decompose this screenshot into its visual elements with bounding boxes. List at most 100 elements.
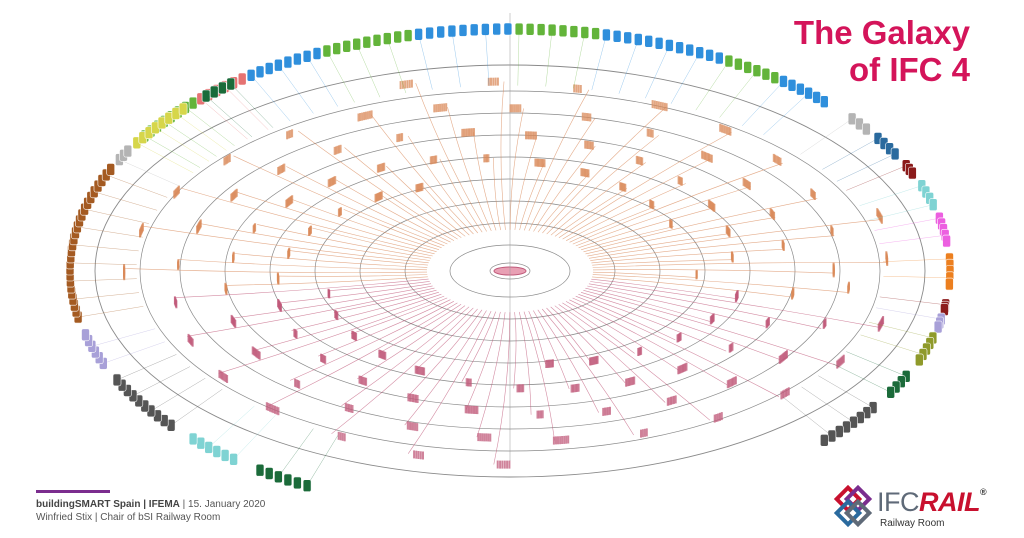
class-node [590, 357, 593, 366]
branch-line [583, 290, 837, 366]
class-node [254, 223, 257, 232]
title-line-2: of IFC 4 [849, 51, 970, 88]
class-node [838, 358, 841, 367]
branch-line [591, 278, 736, 299]
class-node [588, 141, 591, 150]
outer-connector [94, 191, 158, 211]
class-node [286, 131, 289, 140]
outer-class-node [220, 449, 230, 462]
branch-line [378, 304, 462, 354]
branch-line [588, 283, 822, 329]
outer-connector [175, 113, 227, 151]
outer-connector [233, 415, 276, 460]
class-node [537, 158, 539, 167]
class-node [310, 225, 312, 234]
class-node [330, 177, 333, 186]
class-node [778, 157, 781, 165]
class-node [522, 384, 525, 393]
outer-class-node [503, 22, 513, 36]
class-node [643, 428, 646, 437]
class-node [366, 111, 369, 120]
branch-line [537, 173, 590, 233]
class-node [734, 294, 737, 303]
branch-line [407, 310, 492, 454]
class-node [471, 405, 474, 414]
class-node [254, 348, 257, 357]
class-node [341, 432, 344, 441]
class-node [677, 176, 680, 185]
class-node [333, 146, 336, 155]
outer-connector [72, 292, 140, 300]
class-node [370, 110, 373, 119]
class-node [592, 356, 595, 365]
class-node [396, 134, 399, 143]
outer-connector [418, 34, 433, 90]
outer-connector [278, 65, 314, 114]
branch-line [575, 295, 676, 341]
outer-class-node [675, 41, 684, 55]
class-node [581, 168, 584, 177]
class-node [486, 154, 488, 163]
class-node [415, 450, 418, 459]
branch-line [386, 165, 466, 237]
class-node [674, 395, 677, 404]
class-node [404, 80, 407, 89]
class-node [407, 393, 410, 402]
outer-class-node [787, 79, 797, 92]
outer-class-node [123, 144, 133, 158]
class-node [346, 403, 349, 412]
class-node [199, 219, 202, 228]
class-node [589, 113, 592, 122]
class-node [226, 375, 229, 383]
footer-accent-line [36, 490, 110, 493]
branch-line [565, 301, 679, 371]
outer-class-node [942, 234, 951, 248]
branch-line [592, 274, 848, 293]
class-node [399, 133, 402, 142]
outer-class-node [178, 102, 188, 116]
class-node [289, 130, 292, 138]
outer-connector [72, 244, 139, 252]
outer-connector [833, 363, 891, 393]
branch-line [500, 81, 506, 230]
class-node [705, 152, 708, 161]
class-node [376, 164, 379, 173]
class-node [462, 128, 465, 137]
class-node [609, 406, 611, 415]
class-node [577, 383, 580, 392]
class-node [414, 365, 417, 374]
class-node [336, 145, 339, 154]
outer-class-node [612, 29, 622, 43]
class-node [483, 154, 486, 163]
class-node [746, 180, 749, 189]
outer-connector [278, 428, 314, 477]
diagram-title: The Galaxy of IFC 4 [794, 14, 970, 88]
class-node [419, 451, 422, 460]
class-node [780, 391, 783, 400]
outer-class-node [188, 432, 198, 446]
branch-line [291, 199, 440, 250]
class-node [742, 177, 745, 186]
branch-line [578, 207, 715, 249]
outer-class-node [362, 35, 372, 49]
outer-class-node [342, 39, 352, 53]
outer-class-node [761, 67, 771, 81]
class-node [408, 79, 411, 88]
class-node [589, 357, 591, 366]
class-node [607, 407, 610, 416]
outer-class-node [734, 57, 743, 71]
class-node [499, 460, 502, 469]
class-node [435, 155, 438, 164]
outer-class-node [283, 55, 293, 69]
class-node [577, 84, 580, 93]
branch-line [578, 294, 727, 352]
class-node [587, 141, 590, 149]
outer-class-node [547, 23, 557, 37]
outer-connector [485, 29, 490, 86]
class-node [433, 155, 436, 164]
class-node [670, 220, 673, 229]
class-node [637, 156, 640, 165]
class-node [637, 348, 640, 356]
class-node [413, 394, 416, 403]
class-node [533, 131, 536, 140]
